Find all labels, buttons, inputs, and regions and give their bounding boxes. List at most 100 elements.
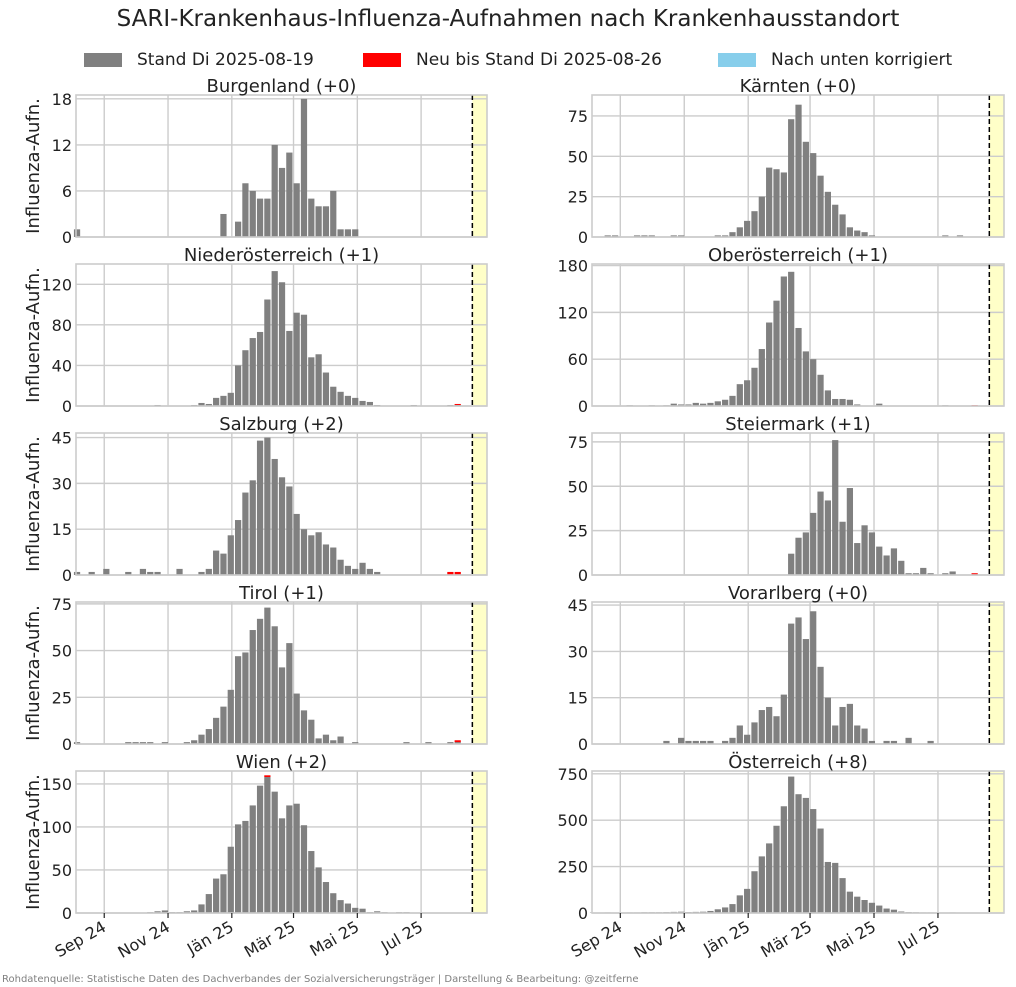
bar xyxy=(942,573,949,575)
bar xyxy=(308,198,315,237)
bar xyxy=(147,742,154,744)
bar xyxy=(154,571,161,575)
bar xyxy=(205,403,212,406)
bar xyxy=(220,553,227,575)
bar xyxy=(773,300,780,406)
bar xyxy=(425,742,432,744)
y-tick-label: 80 xyxy=(52,316,72,335)
bar xyxy=(846,703,854,744)
bar xyxy=(788,271,795,406)
y-tick-label: 18 xyxy=(52,90,72,109)
bar xyxy=(846,488,854,575)
bar xyxy=(736,725,743,744)
bar xyxy=(73,571,81,575)
y-tick-label: 75 xyxy=(52,595,72,614)
bar xyxy=(802,639,809,744)
plot-frame xyxy=(75,601,488,745)
bar xyxy=(286,486,293,575)
bar xyxy=(249,630,256,744)
bar xyxy=(344,903,352,913)
plot-frame xyxy=(75,432,488,576)
bar xyxy=(905,737,912,744)
bar xyxy=(795,327,802,406)
bar xyxy=(271,458,278,575)
plot-frame xyxy=(75,94,488,238)
bar xyxy=(330,386,337,406)
bar xyxy=(722,907,729,913)
bar xyxy=(670,235,677,237)
bar xyxy=(271,144,278,237)
bar xyxy=(73,742,81,744)
legend-label-corrected: Nach unten korrigiert xyxy=(771,50,953,70)
bar xyxy=(780,276,787,406)
bar xyxy=(780,806,787,913)
bar xyxy=(139,742,147,744)
bar xyxy=(308,719,315,744)
bar xyxy=(352,742,359,744)
bar xyxy=(824,500,831,575)
bar xyxy=(868,235,876,237)
bar xyxy=(868,740,876,744)
bar xyxy=(810,153,817,237)
bar xyxy=(264,777,271,913)
bar xyxy=(454,742,461,744)
bar xyxy=(729,232,736,237)
y-tick-label: 50 xyxy=(568,147,588,166)
bar xyxy=(641,235,648,237)
bar xyxy=(846,399,854,406)
y-tick-label: 15 xyxy=(52,520,72,539)
highlight-region xyxy=(989,771,1004,913)
bar xyxy=(227,689,234,744)
highlight-region xyxy=(989,264,1004,406)
bar xyxy=(293,312,300,406)
subplot-title: Kärnten (+0) xyxy=(740,76,857,97)
x-tick-label: Sep 24 xyxy=(568,917,626,961)
bar xyxy=(293,693,300,744)
bar xyxy=(242,350,249,406)
bar xyxy=(795,617,802,744)
bar xyxy=(256,198,264,237)
bar xyxy=(736,384,743,406)
legend-entry-stand: Stand Di 2025-08-19 xyxy=(84,48,314,72)
bar xyxy=(861,728,868,744)
bar xyxy=(227,535,234,575)
bar xyxy=(854,230,861,237)
bar xyxy=(132,742,139,744)
bar xyxy=(766,322,773,406)
bar xyxy=(234,656,242,744)
y-tick-label: 25 xyxy=(568,188,588,207)
legend-swatch-new xyxy=(363,53,401,67)
x-tick-label: Jul 25 xyxy=(894,917,943,956)
plot-frame xyxy=(75,770,488,914)
bar xyxy=(744,220,751,237)
bar xyxy=(736,895,743,913)
bar xyxy=(824,861,831,913)
bar xyxy=(337,229,344,237)
bar xyxy=(337,900,344,913)
bar xyxy=(861,232,868,237)
bar xyxy=(839,214,846,237)
legend: Stand Di 2025-08-19 Neu bis Stand Di 202… xyxy=(0,48,1016,72)
highlight-region xyxy=(472,771,487,913)
bar xyxy=(234,824,242,913)
bar xyxy=(795,104,802,237)
bar xyxy=(810,512,817,575)
bar xyxy=(322,206,330,237)
bar xyxy=(183,742,190,744)
bar xyxy=(604,235,611,237)
bar xyxy=(707,740,714,744)
bar xyxy=(256,618,264,744)
y-tick-label: 25 xyxy=(568,522,588,541)
bar xyxy=(278,818,286,913)
subplot-title: Oberösterreich (+1) xyxy=(708,245,888,266)
bar xyxy=(256,331,264,406)
bar xyxy=(359,400,366,406)
bar xyxy=(330,547,337,575)
bar xyxy=(758,196,765,237)
bar xyxy=(315,867,322,913)
bar xyxy=(824,191,831,237)
bar xyxy=(227,392,234,406)
bar xyxy=(773,169,780,237)
bar xyxy=(352,229,359,237)
bar xyxy=(220,706,227,744)
